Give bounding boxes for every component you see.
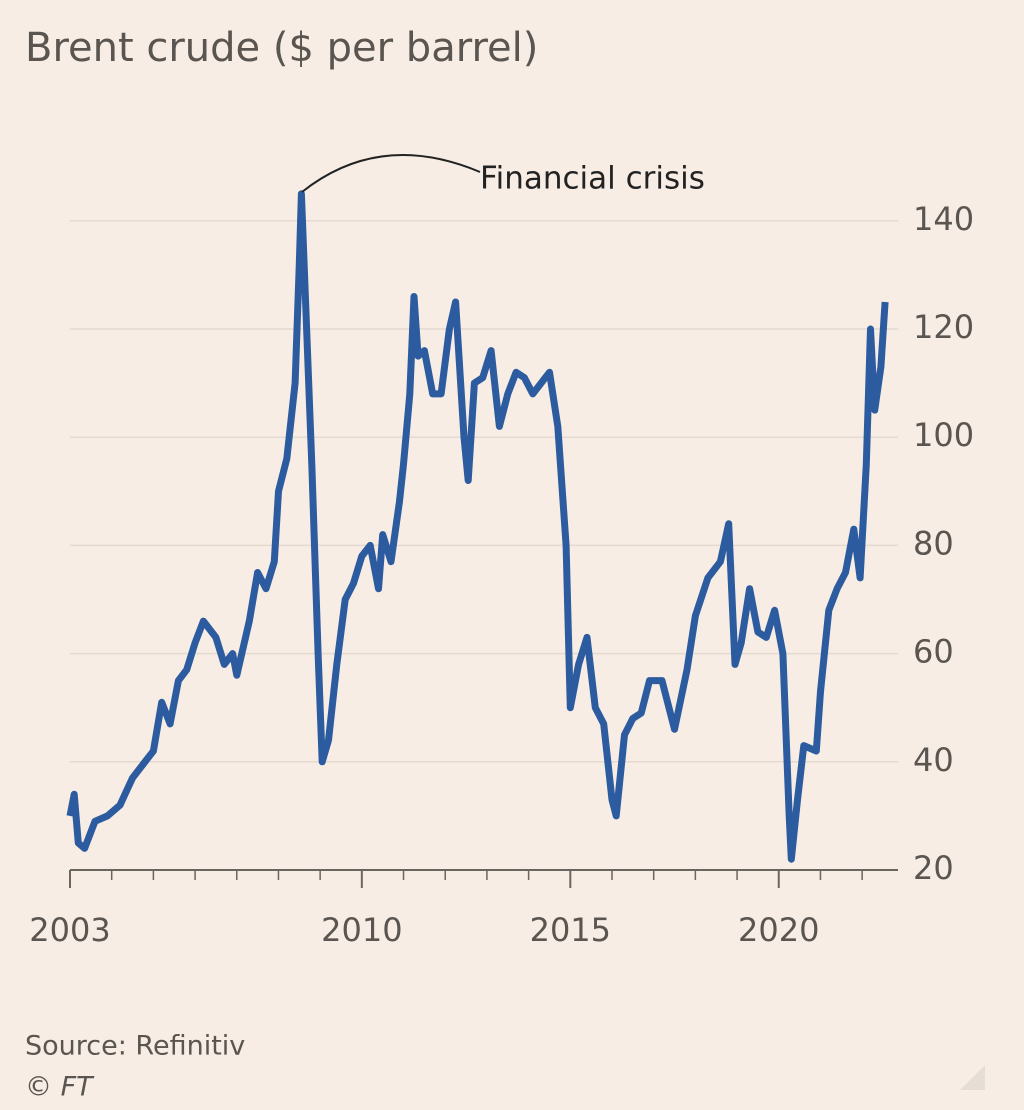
chart-title: Brent crude ($ per barrel)	[25, 25, 538, 71]
y-tick-label: 20	[913, 849, 954, 887]
source: Source: Refinitiv	[25, 1031, 245, 1062]
x-tick-label: 2010	[321, 911, 402, 949]
data-line	[66, 190, 889, 863]
y-tick-label: 100	[913, 416, 974, 454]
y-tick-label: 40	[913, 741, 954, 779]
x-tick-label: 2003	[29, 911, 110, 949]
credit: © FT	[25, 1072, 95, 1103]
y-tick-label: 120	[913, 308, 974, 346]
x-tick-label: 2020	[738, 911, 819, 949]
annotation: Financial crisis	[480, 161, 705, 197]
x-tick-label: 2015	[530, 911, 611, 949]
y-tick-label: 60	[913, 633, 954, 671]
annotation-connector	[301, 154, 481, 193]
y-tick-label: 140	[913, 200, 974, 238]
resize-corner	[960, 1065, 985, 1090]
y-tick-label: 80	[913, 524, 954, 562]
